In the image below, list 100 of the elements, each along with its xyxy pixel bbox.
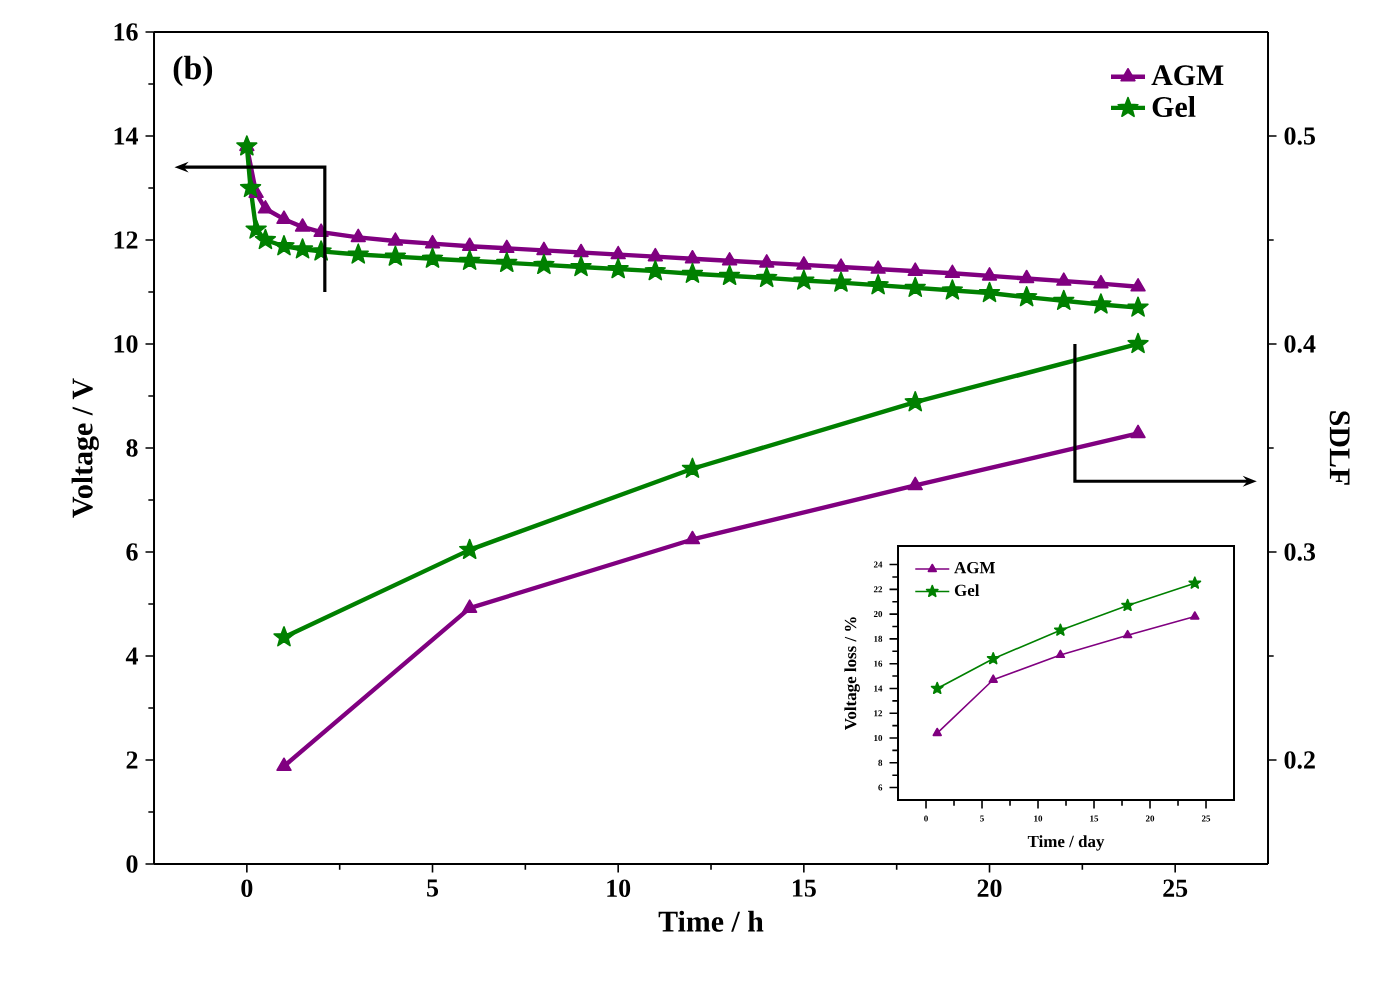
point bbox=[796, 256, 812, 270]
point bbox=[1121, 598, 1135, 612]
point bbox=[647, 247, 664, 262]
point bbox=[1130, 278, 1146, 292]
point bbox=[867, 274, 889, 295]
x-axis-title: Time / day bbox=[1027, 835, 1105, 851]
point bbox=[276, 210, 292, 224]
y-tick-label: 14 bbox=[114, 127, 138, 145]
point bbox=[424, 234, 441, 249]
point bbox=[721, 252, 738, 266]
y-tick-label: 4 bbox=[125, 647, 138, 665]
x-tick-label: 15 bbox=[792, 879, 816, 897]
y-tick-label: 16 bbox=[114, 23, 138, 41]
point bbox=[1016, 286, 1038, 307]
y2-axis-title: SDLF bbox=[1329, 411, 1350, 485]
y-tick-label: 10 bbox=[114, 335, 138, 353]
point bbox=[254, 228, 277, 250]
legend-label: AGM bbox=[954, 561, 995, 574]
point bbox=[981, 267, 998, 281]
annotation: (b) bbox=[173, 55, 213, 87]
point bbox=[573, 243, 589, 258]
point bbox=[681, 457, 704, 478]
point bbox=[644, 260, 666, 281]
point bbox=[291, 238, 314, 259]
point bbox=[988, 674, 998, 683]
y-axis-title: Voltage / V bbox=[71, 378, 99, 518]
point bbox=[347, 243, 369, 264]
point bbox=[756, 266, 778, 288]
point bbox=[830, 271, 852, 292]
point bbox=[870, 260, 886, 274]
x-tick-label: 10 bbox=[607, 879, 631, 897]
point bbox=[718, 264, 741, 286]
point bbox=[294, 218, 311, 232]
point bbox=[904, 391, 926, 412]
point bbox=[496, 251, 518, 273]
point bbox=[536, 241, 552, 256]
point bbox=[1090, 293, 1112, 314]
point bbox=[1122, 629, 1133, 639]
x-tick-label: 0 bbox=[241, 879, 253, 897]
y-tick-label: 0 bbox=[126, 855, 138, 873]
point bbox=[930, 681, 944, 695]
x-tick-label: 20 bbox=[977, 879, 1002, 897]
legend-label: AGM bbox=[1151, 65, 1224, 86]
x-axis-title: Time / h bbox=[658, 910, 764, 932]
point bbox=[986, 651, 1000, 665]
point bbox=[944, 264, 961, 279]
point bbox=[1190, 611, 1200, 620]
legend-label: Gel bbox=[1152, 96, 1196, 118]
point bbox=[907, 262, 923, 276]
point bbox=[684, 249, 701, 264]
point bbox=[239, 176, 262, 198]
point bbox=[684, 530, 701, 545]
y-tick-label: 2 bbox=[126, 751, 138, 769]
point bbox=[978, 281, 1001, 303]
point bbox=[384, 245, 407, 266]
y-tick-label: 6 bbox=[126, 543, 138, 561]
point bbox=[833, 258, 849, 272]
point bbox=[759, 254, 775, 268]
point bbox=[458, 538, 481, 560]
point bbox=[607, 257, 629, 279]
point bbox=[458, 249, 481, 270]
y-tick-label: 8 bbox=[126, 439, 138, 457]
x-tick-label: 25 bbox=[1163, 879, 1188, 897]
x-tick-label: 5 bbox=[427, 879, 439, 897]
y2-tick-label: 0.3 bbox=[1284, 543, 1316, 561]
point bbox=[257, 200, 274, 214]
point bbox=[1127, 296, 1149, 317]
legend-label: Gel bbox=[954, 584, 980, 597]
point bbox=[1127, 332, 1149, 354]
point bbox=[1093, 274, 1109, 289]
point bbox=[1130, 424, 1146, 439]
y2-tick-label: 0.5 bbox=[1284, 127, 1315, 145]
point bbox=[904, 276, 926, 297]
point bbox=[570, 255, 592, 277]
point bbox=[499, 239, 515, 254]
y-tick-label: 12 bbox=[114, 231, 138, 249]
point bbox=[1053, 289, 1075, 310]
y-axis-title: Voltage loss / % bbox=[844, 617, 860, 731]
point bbox=[533, 253, 555, 275]
point bbox=[1055, 649, 1066, 659]
point bbox=[907, 476, 923, 491]
point bbox=[941, 279, 964, 300]
point bbox=[387, 232, 404, 246]
point bbox=[610, 245, 626, 260]
point bbox=[461, 599, 478, 613]
y2-tick-label: 0.2 bbox=[1284, 751, 1315, 769]
point bbox=[276, 757, 292, 771]
point bbox=[350, 228, 366, 243]
point bbox=[681, 262, 704, 283]
point bbox=[1056, 272, 1072, 286]
point bbox=[1053, 623, 1067, 636]
point bbox=[1018, 269, 1035, 284]
point bbox=[461, 237, 478, 251]
point bbox=[245, 218, 267, 239]
point bbox=[932, 727, 942, 737]
point bbox=[1188, 576, 1202, 589]
point bbox=[421, 247, 444, 268]
y2-tick-label: 0.4 bbox=[1284, 335, 1316, 353]
point bbox=[793, 269, 815, 290]
point bbox=[273, 626, 295, 647]
